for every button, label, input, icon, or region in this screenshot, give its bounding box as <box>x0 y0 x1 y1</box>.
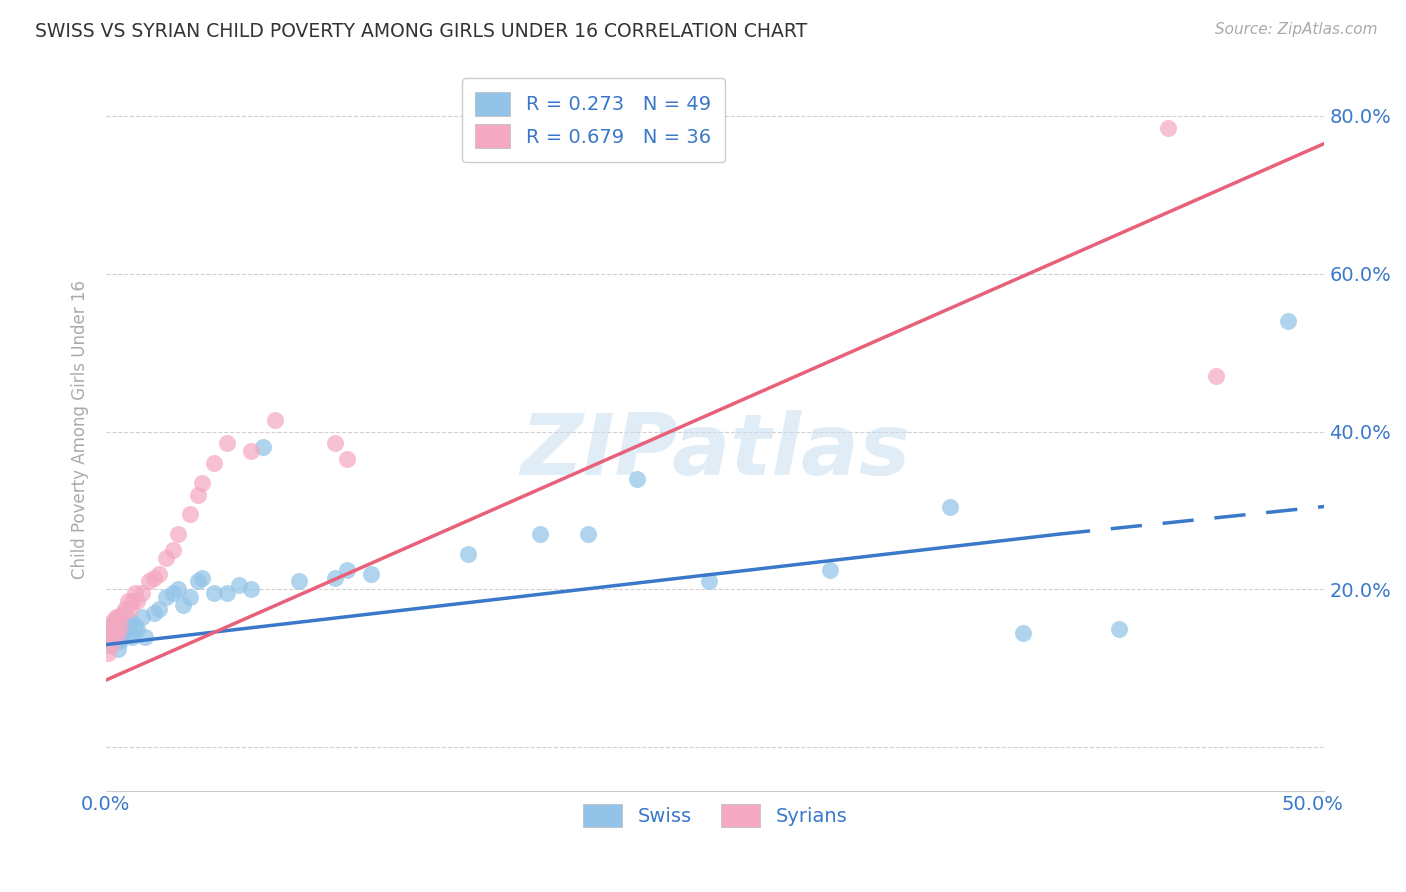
Point <box>191 570 214 584</box>
Point <box>104 622 127 636</box>
Point <box>155 591 177 605</box>
Point <box>1156 120 1178 135</box>
Point <box>162 542 184 557</box>
Point <box>107 610 129 624</box>
Point <box>97 646 120 660</box>
Point <box>118 625 141 640</box>
Point <box>131 586 153 600</box>
Point <box>104 610 127 624</box>
Point <box>204 586 226 600</box>
Point <box>228 578 250 592</box>
Point <box>117 618 139 632</box>
Point <box>121 594 143 608</box>
Point <box>626 472 648 486</box>
Point <box>124 618 146 632</box>
Point <box>252 440 274 454</box>
Point <box>121 630 143 644</box>
Point <box>215 436 238 450</box>
Text: ZIPatlas: ZIPatlas <box>520 409 910 492</box>
Point <box>336 563 359 577</box>
Point <box>239 582 262 597</box>
Point <box>110 618 132 632</box>
Point <box>97 625 120 640</box>
Point <box>360 566 382 581</box>
Point <box>179 591 201 605</box>
Point <box>336 452 359 467</box>
Point <box>127 622 149 636</box>
Point <box>148 602 170 616</box>
Point <box>1277 314 1299 328</box>
Point <box>118 602 141 616</box>
Point <box>110 633 132 648</box>
Point <box>323 436 346 450</box>
Point <box>529 527 551 541</box>
Point <box>143 606 166 620</box>
Point <box>578 527 600 541</box>
Text: SWISS VS SYRIAN CHILD POVERTY AMONG GIRLS UNDER 16 CORRELATION CHART: SWISS VS SYRIAN CHILD POVERTY AMONG GIRL… <box>35 22 807 41</box>
Point <box>172 598 194 612</box>
Point <box>187 488 209 502</box>
Point <box>167 527 190 541</box>
Point <box>101 622 124 636</box>
Point <box>104 614 127 628</box>
Point <box>114 602 136 616</box>
Point <box>143 570 166 584</box>
Point <box>131 610 153 624</box>
Y-axis label: Child Poverty Among Girls Under 16: Child Poverty Among Girls Under 16 <box>72 280 89 579</box>
Point <box>263 413 285 427</box>
Point <box>97 625 120 640</box>
Text: Source: ZipAtlas.com: Source: ZipAtlas.com <box>1215 22 1378 37</box>
Point <box>107 641 129 656</box>
Point <box>204 456 226 470</box>
Point <box>187 574 209 589</box>
Point <box>167 582 190 597</box>
Point <box>939 500 962 514</box>
Point <box>124 586 146 600</box>
Point <box>110 618 132 632</box>
Point <box>818 563 841 577</box>
Point <box>155 550 177 565</box>
Point <box>107 625 129 640</box>
Point <box>97 638 120 652</box>
Point <box>118 614 141 628</box>
Point <box>127 594 149 608</box>
Point <box>179 508 201 522</box>
Point <box>100 630 122 644</box>
Point <box>215 586 238 600</box>
Point <box>107 625 129 640</box>
Point <box>101 618 124 632</box>
Legend: Swiss, Syrians: Swiss, Syrians <box>575 796 855 835</box>
Point <box>1205 369 1227 384</box>
Point <box>101 614 124 628</box>
Point <box>191 475 214 490</box>
Point <box>134 630 156 644</box>
Point <box>323 570 346 584</box>
Point <box>114 622 136 636</box>
Point <box>100 638 122 652</box>
Point <box>104 633 127 648</box>
Point <box>288 574 311 589</box>
Point <box>117 594 139 608</box>
Point <box>1011 625 1033 640</box>
Point <box>162 586 184 600</box>
Point <box>1108 622 1130 636</box>
Point <box>100 618 122 632</box>
Point <box>457 547 479 561</box>
Point <box>138 574 160 589</box>
Point <box>697 574 720 589</box>
Point <box>111 606 134 620</box>
Point <box>148 566 170 581</box>
Point <box>111 630 134 644</box>
Point <box>239 444 262 458</box>
Point <box>101 630 124 644</box>
